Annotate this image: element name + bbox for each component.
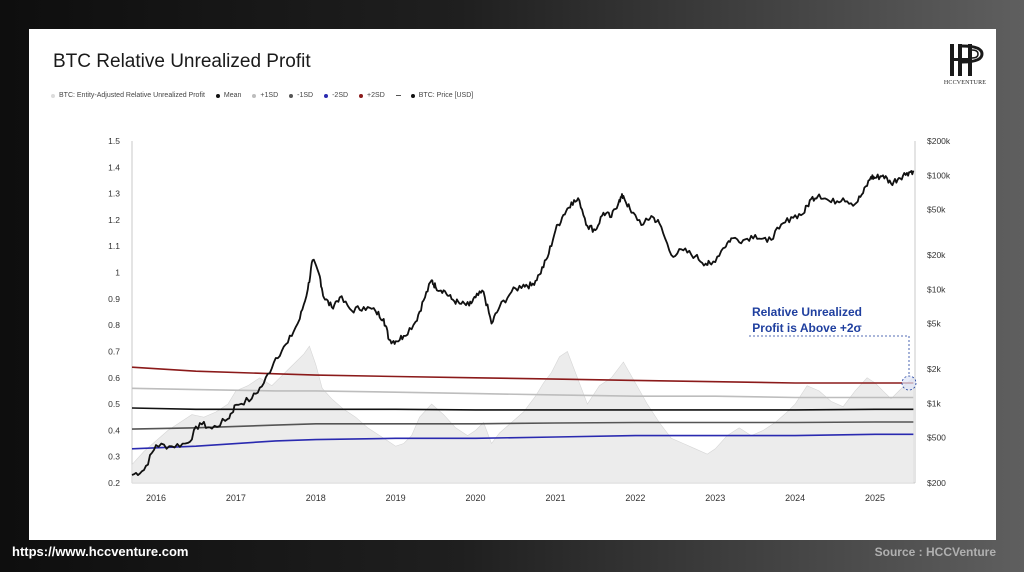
legend-item-plus2sd[interactable]: +2SD bbox=[359, 92, 385, 99]
legend-swatch bbox=[359, 93, 364, 98]
x-tick-label: 2018 bbox=[306, 493, 326, 503]
series-line-1sd bbox=[131, 387, 914, 399]
y-left-tick-label: 0.3 bbox=[108, 452, 120, 462]
legend-item-rup[interactable]: BTC: Entity-Adjusted Relative Unrealized… bbox=[51, 92, 205, 99]
series-line-2sd bbox=[131, 433, 914, 450]
annotation-line-2: Profit is Above +2σ bbox=[752, 321, 861, 335]
y-right-tick-label: $20k bbox=[927, 250, 946, 260]
x-tick-label: 2022 bbox=[625, 493, 645, 503]
legend-swatch bbox=[289, 93, 294, 98]
y-left-tick-label: 0.4 bbox=[108, 425, 120, 435]
legend-swatch bbox=[410, 93, 415, 98]
footer-url-link[interactable]: https://www.hccventure.com bbox=[12, 544, 189, 559]
y-right-tick-label: $50k bbox=[927, 205, 946, 215]
series-line-1sd bbox=[131, 421, 914, 430]
y-right-tick-label: $2k bbox=[927, 364, 941, 374]
x-tick-label: 2019 bbox=[386, 493, 406, 503]
y-left-tick-label: 0.5 bbox=[108, 399, 120, 409]
legend-item-minus2sd[interactable]: -2SD bbox=[324, 92, 348, 99]
x-tick-label: 2025 bbox=[865, 493, 885, 503]
y-left-tick-label: 1.4 bbox=[108, 162, 120, 172]
annotation-marker bbox=[901, 375, 917, 391]
logo-text: HCCVENTURE bbox=[943, 80, 987, 86]
legend-item-minus1sd[interactable]: -1SD bbox=[289, 92, 313, 99]
legend-label: -1SD bbox=[297, 92, 314, 99]
x-tick-label: 2016 bbox=[146, 493, 166, 503]
chart-card: BTC Relative Unrealized Profit BTC: Enti… bbox=[29, 29, 996, 540]
y-left-tick-label: 0.6 bbox=[108, 373, 120, 383]
band-layer bbox=[131, 366, 914, 450]
area-layer bbox=[131, 345, 914, 484]
legend-item-price[interactable]: BTC: Price [USD] bbox=[395, 92, 474, 99]
series-line-btc-price-usd bbox=[131, 170, 915, 476]
annotation-line-1: Relative Unrealized bbox=[752, 305, 862, 319]
y-left-tick-label: 1.3 bbox=[108, 189, 120, 199]
axis-layer: 0.2 0.3 0.4 0.5 0.6 0.7 0.8 0.9 1 1.1 1.2 1.3 1.4 1.5… bbox=[108, 136, 951, 503]
y-left-tick-label: 1 bbox=[115, 268, 120, 278]
y-right-tick-label: $100k bbox=[927, 170, 951, 180]
series-line-2sd bbox=[131, 366, 914, 384]
legend-item-plus1sd[interactable]: +1SD bbox=[252, 92, 278, 99]
y-left-tick-label: 1.1 bbox=[108, 241, 120, 251]
annotation-layer: Relative Unrealized Profit is Above +2σ bbox=[749, 305, 917, 391]
legend-label: Mean bbox=[223, 92, 242, 99]
chart-svg: 0.2 0.3 0.4 0.5 0.6 0.7 0.8 0.9 1 1.1 1.2 1.3 1.4 1.5… bbox=[108, 136, 951, 503]
chart-legend: BTC: Entity-Adjusted Relative Unrealized… bbox=[51, 92, 473, 99]
y-right-tick-label: $500 bbox=[927, 433, 946, 443]
y-right-tick-label: $200k bbox=[927, 136, 951, 146]
legend-swatch bbox=[51, 93, 55, 98]
logo-mark bbox=[950, 44, 984, 76]
y-right-tick-label: $1k bbox=[927, 398, 941, 408]
y-left-tick-label: 1.5 bbox=[108, 136, 120, 146]
x-tick-label: 2017 bbox=[226, 493, 246, 503]
y-left-tick-label: 1.2 bbox=[108, 215, 120, 225]
x-tick-label: 2024 bbox=[785, 493, 805, 503]
chart-title: BTC Relative Unrealized Profit bbox=[53, 51, 311, 72]
annotation-leader bbox=[749, 335, 910, 376]
legend-label: BTC: Entity-Adjusted Relative Unrealized… bbox=[59, 92, 205, 99]
legend-swatch bbox=[324, 93, 329, 98]
x-tick-label: 2021 bbox=[545, 493, 565, 503]
y-right-tick-label: $200 bbox=[927, 478, 946, 488]
x-tick-label: 2023 bbox=[705, 493, 725, 503]
y-right-tick-label: $10k bbox=[927, 284, 946, 294]
y-left-tick-label: 0.2 bbox=[108, 478, 120, 488]
legend-swatch bbox=[252, 93, 257, 98]
y-left-tick-label: 0.8 bbox=[108, 320, 120, 330]
legend-label: +2SD bbox=[367, 92, 385, 99]
x-tick-label: 2020 bbox=[466, 493, 486, 503]
legend-item-mean[interactable]: Mean bbox=[215, 92, 242, 99]
hccventure-logo-icon: HCCVENTURE bbox=[938, 40, 992, 90]
legend-dash bbox=[395, 95, 401, 96]
legend-label: -2SD bbox=[332, 92, 349, 99]
legend-label: +1SD bbox=[260, 92, 279, 99]
series-area-btc-entity-adjusted-relative-unrealized-profit bbox=[131, 345, 914, 484]
footer-source: Source : HCCVenture bbox=[874, 545, 996, 559]
y-left-tick-label: 0.7 bbox=[108, 346, 120, 356]
y-left-tick-label: 0.9 bbox=[108, 294, 120, 304]
series-line-mean bbox=[131, 407, 914, 411]
legend-swatch bbox=[215, 93, 220, 98]
y-right-tick-label: $5k bbox=[927, 319, 941, 329]
legend-label: BTC: Price [USD] bbox=[418, 92, 474, 99]
price-layer bbox=[131, 170, 915, 476]
